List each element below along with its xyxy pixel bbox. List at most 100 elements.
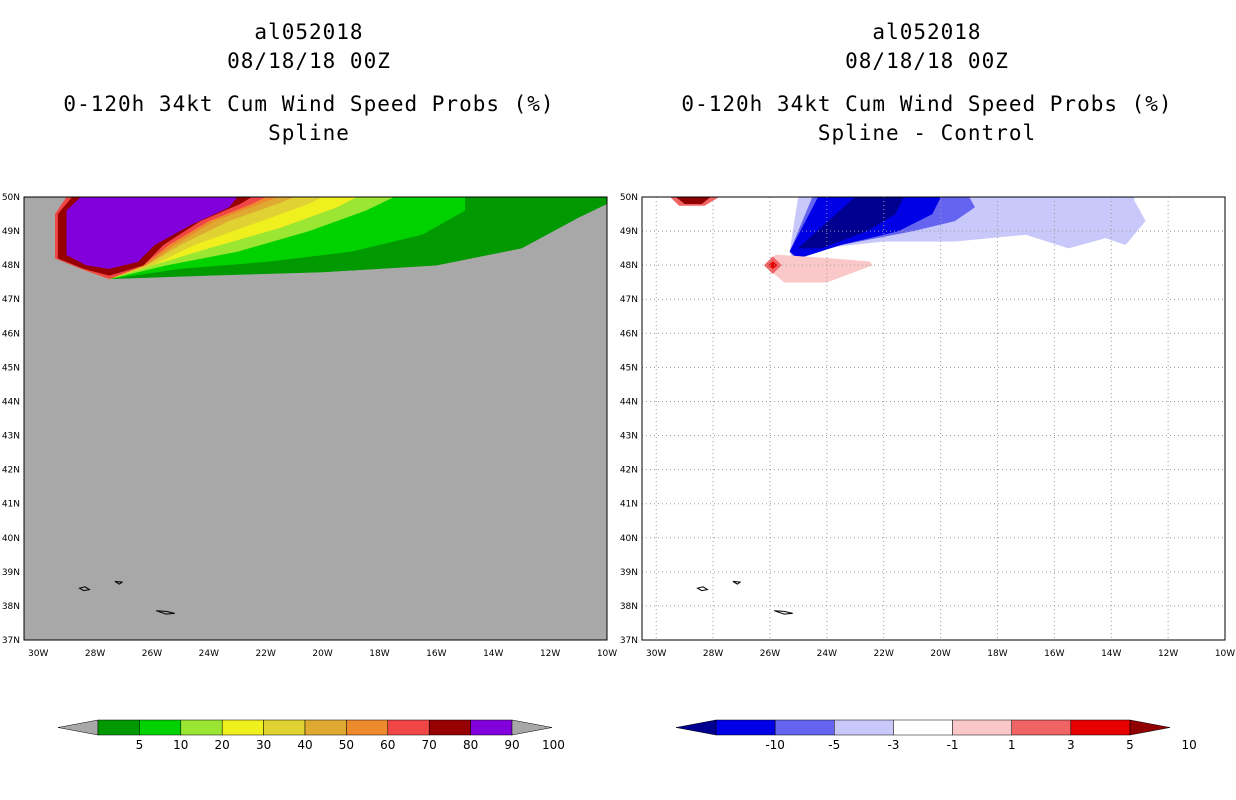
right-colorbar-label: -1 (947, 738, 959, 752)
left-ytick-label: 37N (2, 636, 20, 646)
left-island-outline-0 (78, 586, 91, 592)
right-colorbar-label: 10 (1182, 738, 1197, 752)
left-colorbar-swatch (470, 719, 513, 736)
left-ytick-label: 48N (2, 261, 20, 271)
right-map-panel: 30W 28W 26W 24W 22W 20W 18W 16W 14W 12W 10W 37N 38N 3… (620, 193, 1235, 659)
left-ytick-label: 46N (2, 329, 20, 339)
left-colorbar-label: 30 (256, 738, 271, 752)
right-xtick-label: 30W (646, 649, 666, 659)
right-xtick-label: 10W (1215, 649, 1235, 659)
right-island-outline-0 (696, 586, 709, 592)
left-ytick-label: 45N (2, 363, 20, 373)
right-ytick-label: 37N (620, 636, 638, 646)
right-contour-level-5-6 (768, 261, 778, 269)
right-colorbar-swatch (774, 719, 835, 736)
right-colorbar-swatch (834, 719, 894, 736)
left-colorbar-label: 40 (297, 738, 312, 752)
left-ytick-label: 50N (2, 193, 20, 203)
right-colorbar-swatch (952, 719, 1012, 736)
left-colorbar-label: 80 (463, 738, 478, 752)
left-xtick-label: 12W (540, 649, 560, 659)
right-title-line1: 0-120h 34kt Cum Wind Speed Probs (%) (681, 92, 1173, 116)
right-ytick-label: 45N (620, 363, 638, 373)
right-contour-level-1-4 (763, 254, 873, 283)
left-colorbar-swatch (221, 719, 264, 736)
left-ytick-label: 47N (2, 295, 20, 305)
right-xtick-label: 26W (760, 649, 780, 659)
right-xtick-label: 12W (1158, 649, 1178, 659)
right-colorbar-label: 1 (1008, 738, 1016, 752)
right-ytick-label: 41N (620, 500, 638, 510)
left-colorbar-swatch (180, 719, 223, 736)
right-xtick-label: 22W (874, 649, 894, 659)
right-xtick-label: 28W (703, 649, 723, 659)
left-xtick-label: 18W (369, 649, 389, 659)
right-colorbar-label: -5 (828, 738, 840, 752)
left-xtick-label: 14W (483, 649, 503, 659)
left-contour-level-90-9 (66, 197, 238, 269)
right-ytick-label: 40N (620, 534, 638, 544)
left-ytick-label: 44N (2, 397, 20, 407)
right-colorbar-swatch (1070, 719, 1131, 736)
right-ytick-label: 43N (620, 432, 638, 442)
right-colorbar-label: -3 (887, 738, 899, 752)
right-map-background (642, 197, 1225, 640)
left-xtick-label: 20W (312, 649, 332, 659)
right-ytick-label: 47N (620, 295, 638, 305)
right-xtick-label: 20W (930, 649, 950, 659)
left-storm-id: al052018 (254, 20, 364, 44)
left-xtick-label: 26W (142, 649, 162, 659)
left-ytick-label: 38N (2, 602, 20, 612)
right-ytick-label: 39N (620, 568, 638, 578)
right-ytick-label: 50N (620, 193, 638, 203)
left-ytick-label: 40N (2, 534, 20, 544)
right-ytick-label: 49N (620, 227, 638, 237)
left-xtick-label: 16W (426, 649, 446, 659)
right-colorbar-swatch (893, 719, 953, 736)
right-colorbar: -10 -5 -3 -1 1 3 5 10 (675, 719, 1197, 752)
left-colorbar-label: 5 (136, 738, 144, 752)
right-xtick-label: 16W (1044, 649, 1064, 659)
right-colorbar-label: -10 (765, 738, 785, 752)
right-ytick-label: 38N (620, 602, 638, 612)
right-colorbar-low-arrow (675, 719, 717, 736)
right-island-outline-2 (774, 610, 793, 615)
right-plot-frame (641, 196, 1226, 641)
left-ytick-label: 43N (2, 432, 20, 442)
left-colorbar-label: 60 (380, 738, 395, 752)
right-ytick-label: 44N (620, 397, 638, 407)
left-xtick-label: 22W (256, 649, 276, 659)
right-datetime: 08/18/18 00Z (845, 49, 1009, 73)
left-colorbar-label: 20 (215, 738, 230, 752)
left-island-outline-2 (156, 610, 175, 615)
right-colorbar-swatch (715, 719, 776, 736)
left-colorbar-label: 70 (422, 738, 437, 752)
right-colorbar-label: 3 (1067, 738, 1075, 752)
left-colorbar-low-arrow (57, 719, 99, 736)
left-ytick-label: 39N (2, 568, 20, 578)
left-ytick-label: 49N (2, 227, 20, 237)
right-ytick-label: 42N (620, 466, 638, 476)
right-xtick-label: 18W (987, 649, 1007, 659)
left-plot-frame (23, 196, 608, 641)
left-title-line1: 0-120h 34kt Cum Wind Speed Probs (%) (63, 92, 555, 116)
left-map-panel: 30W 28W 26W 24W 22W 20W 18W 16W 14W 12W 10W 37N 38N 3… (2, 193, 617, 659)
left-colorbar-label: 50 (339, 738, 354, 752)
right-colorbar-high-arrow (1129, 719, 1171, 736)
left-colorbar-label: 100 (542, 738, 565, 752)
right-island-outline-1 (732, 580, 742, 585)
right-colorbar-swatch (1011, 719, 1072, 736)
left-xtick-label: 24W (199, 649, 219, 659)
left-ytick-label: 41N (2, 500, 20, 510)
left-colorbar-swatch (97, 719, 140, 736)
left-colorbar-label: 10 (173, 738, 188, 752)
left-xtick-label: 30W (28, 649, 48, 659)
right-panel-title: al052018 08/18/18 00Z 0-120h 34kt Cum Wi… (627, 18, 1227, 148)
left-colorbar-swatch (139, 719, 182, 736)
left-colorbar-swatch (387, 719, 430, 736)
left-title-line2: Spline (268, 121, 350, 145)
left-island-outline-1 (114, 580, 124, 585)
left-colorbar-swatch (263, 719, 306, 736)
right-ytick-label: 46N (620, 329, 638, 339)
